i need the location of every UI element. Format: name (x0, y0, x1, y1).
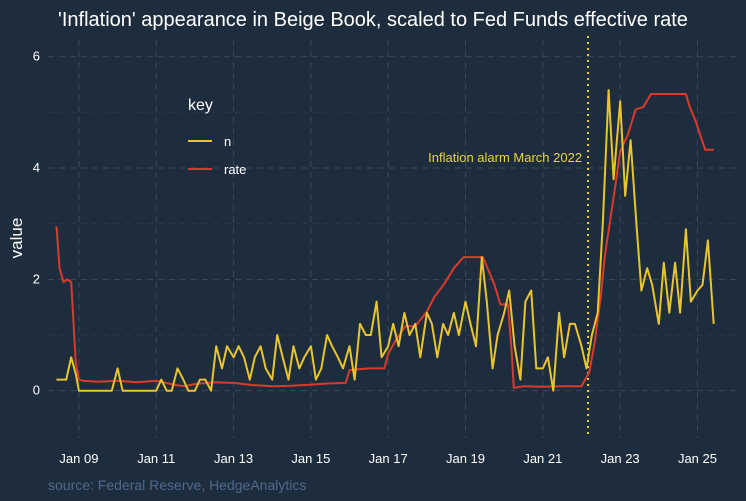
gridlines (48, 40, 740, 438)
x-tick-label: Jan 13 (214, 451, 253, 466)
x-tick-label: Jan 09 (59, 451, 98, 466)
x-tick-label: Jan 15 (291, 451, 330, 466)
y-axis-ticks: 0 2 4 6 (33, 49, 40, 398)
annotation-text: Inflation alarm March 2022 (428, 150, 582, 165)
source-note: source: Federal Reserve, HedgeAnalytics (48, 477, 306, 493)
x-tick-label: Jan 21 (523, 451, 562, 466)
y-axis-label: value (7, 218, 26, 259)
y-tick-label: 2 (33, 271, 40, 286)
chart-title: 'Inflation' appearance in Beige Book, sc… (58, 9, 688, 31)
legend: key n rate (188, 97, 246, 177)
legend-label-n: n (224, 134, 231, 149)
x-tick-label: Jan 11 (137, 451, 175, 466)
x-tick-label: Jan 17 (369, 451, 408, 466)
x-tick-label: Jan 23 (601, 451, 640, 466)
y-tick-label: 6 (33, 49, 40, 64)
y-tick-label: 0 (33, 383, 40, 398)
series-line-n (56, 89, 715, 392)
x-tick-label: Jan 19 (446, 451, 485, 466)
legend-title: key (188, 97, 213, 114)
x-axis-ticks: Jan 09 Jan 11 Jan 13 Jan 15 Jan 17 Jan 19 Jan … (59, 451, 717, 466)
x-tick-label: Jan 25 (678, 451, 717, 466)
legend-label-rate: rate (224, 162, 246, 177)
y-tick-label: 4 (33, 160, 40, 175)
series-lines (55, 89, 715, 392)
